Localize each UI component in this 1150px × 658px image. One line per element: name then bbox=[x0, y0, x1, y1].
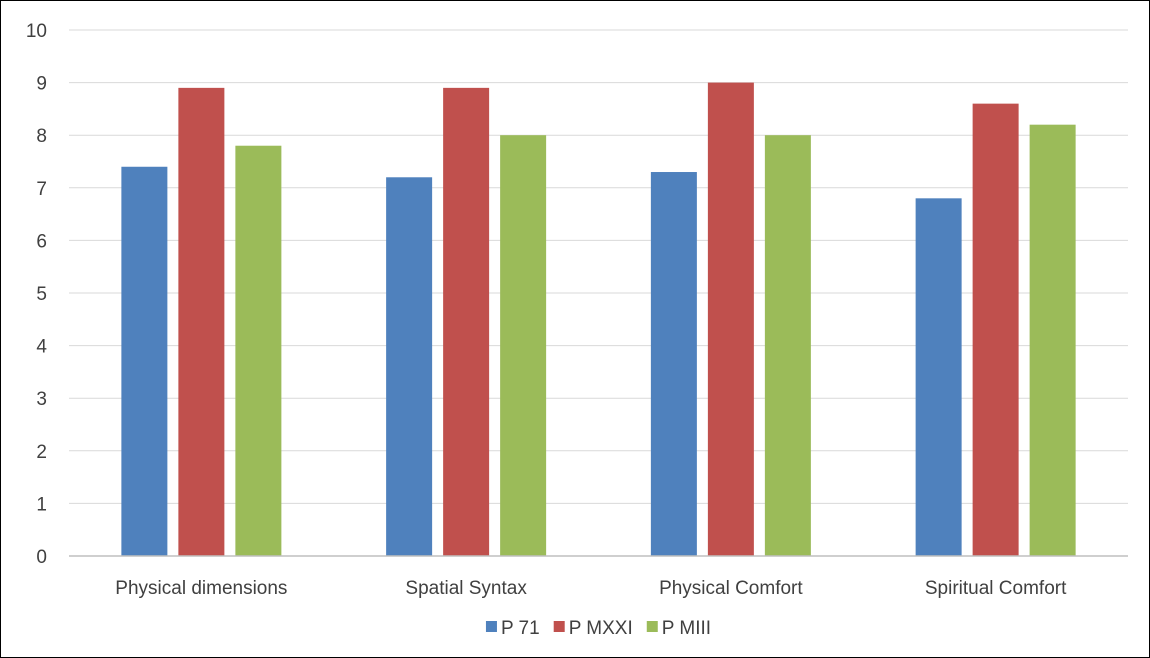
legend-item: P MXXI bbox=[553, 618, 633, 639]
y-tick-label: 3 bbox=[36, 389, 47, 410]
x-category-label: Spiritual Comfort bbox=[925, 578, 1067, 599]
y-tick-label: 2 bbox=[36, 442, 47, 463]
gridlines bbox=[69, 29, 1128, 504]
legend-label: P 71 bbox=[501, 618, 540, 639]
y-tick-label: 7 bbox=[36, 179, 47, 200]
bars bbox=[121, 82, 1076, 557]
legend-swatch bbox=[646, 621, 658, 632]
y-tick-label: 1 bbox=[36, 494, 47, 515]
legend-item: P MIII bbox=[646, 618, 711, 639]
legend-label: P MXXI bbox=[569, 618, 633, 639]
legend-label: P MIII bbox=[662, 618, 711, 639]
bar-p-miii bbox=[1029, 124, 1076, 557]
legend: P 71 P MXXI P MIII bbox=[485, 618, 711, 639]
y-axis-tick-labels: 0 1 2 3 4 5 6 7 8 9 10 bbox=[26, 21, 48, 568]
bar-p-miii bbox=[235, 145, 282, 556]
y-tick-label: 5 bbox=[36, 284, 47, 305]
x-category-label: Physical dimensions bbox=[115, 578, 287, 599]
y-tick-label: 6 bbox=[36, 231, 47, 252]
legend-swatch bbox=[485, 621, 497, 632]
x-category-label: Physical Comfort bbox=[659, 578, 803, 599]
y-tick-label: 0 bbox=[36, 547, 47, 568]
bar-p-71 bbox=[915, 198, 962, 556]
y-tick-label: 8 bbox=[36, 126, 47, 147]
bar-p-miii bbox=[500, 135, 547, 556]
x-axis-category-labels: Physical dimensions Spatial Syntax Physica… bbox=[115, 578, 1067, 599]
bar-p-mxxi bbox=[972, 103, 1019, 556]
x-category-label: Spatial Syntax bbox=[405, 578, 527, 599]
bar-p-71 bbox=[650, 172, 697, 556]
y-tick-label: 10 bbox=[26, 21, 47, 42]
bar-p-mxxi bbox=[178, 87, 225, 557]
y-tick-label: 4 bbox=[36, 337, 47, 358]
bar-p-71 bbox=[386, 177, 433, 556]
bar-p-mxxi bbox=[707, 82, 754, 556]
y-tick-label: 9 bbox=[36, 74, 47, 95]
legend-swatch bbox=[553, 621, 565, 632]
bar-p-mxxi bbox=[443, 87, 490, 557]
legend-item: P 71 bbox=[485, 618, 540, 639]
bar-p-miii bbox=[764, 135, 811, 556]
bar-p-71 bbox=[121, 166, 168, 556]
